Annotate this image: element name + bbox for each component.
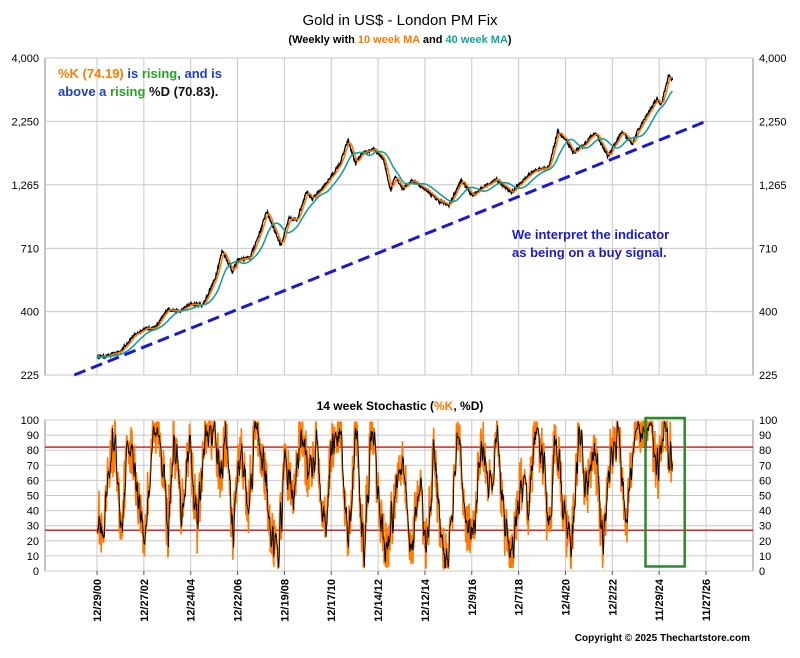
x-tick-label: 12/29/00 bbox=[92, 579, 104, 622]
copyright: Copyright © 2025 Thechartstore.com bbox=[575, 633, 750, 644]
annotation-segment: is bbox=[124, 66, 142, 81]
price-y-tick-right: 4,000 bbox=[759, 53, 787, 65]
price-y-tick-left: 400 bbox=[21, 307, 39, 319]
stoch-y-tick-left: 90 bbox=[27, 430, 39, 442]
x-tick-label: 11/29/24 bbox=[654, 578, 666, 621]
annotation-signal-line1: We interpret the indicator bbox=[512, 227, 669, 242]
stoch-y-tick-right: 0 bbox=[759, 566, 765, 578]
annotation-status-line1: %K (74.19) is rising, and is bbox=[58, 66, 222, 81]
stoch-y-tick-right: 50 bbox=[759, 491, 771, 503]
stoch-y-tick-right: 80 bbox=[759, 445, 771, 457]
x-tick-label: 12/12/14 bbox=[420, 578, 432, 622]
x-tick-label: 12/4/20 bbox=[560, 579, 572, 616]
stoch-y-tick-right: 100 bbox=[759, 415, 777, 427]
price-y-tick-left: 1,265 bbox=[11, 180, 39, 192]
stoch-y-tick-right: 60 bbox=[759, 475, 771, 487]
x-tick-label: 12/17/10 bbox=[326, 579, 338, 622]
subtitle-prefix: (Weekly with bbox=[288, 34, 357, 46]
stoch-y-tick-right: 90 bbox=[759, 430, 771, 442]
stoch-title-prefix: 14 week Stochastic ( bbox=[317, 399, 434, 413]
price-y-tick-right: 710 bbox=[759, 243, 777, 255]
price-y-tick-left: 225 bbox=[21, 370, 39, 382]
stoch-d-line bbox=[96, 421, 673, 569]
annotation-segment: rising bbox=[142, 66, 177, 81]
stoch-title: 14 week Stochastic (%K, %D) bbox=[317, 399, 484, 413]
annotation-segment: above a bbox=[58, 84, 110, 99]
annotation-signal-line2: as being on a buy signal. bbox=[512, 245, 667, 260]
price-y-tick-left: 710 bbox=[21, 243, 39, 255]
stoch-y-tick-left: 0 bbox=[33, 566, 39, 578]
stoch-y-tick-left: 20 bbox=[27, 536, 39, 548]
price-y-tick-right: 225 bbox=[759, 370, 777, 382]
subtitle-ma-short: 10 week MA bbox=[358, 34, 420, 46]
x-tick-label: 12/27/02 bbox=[139, 579, 151, 622]
signal-highlight-box bbox=[644, 416, 686, 568]
price-y-axis: 225 225 400 400 710 710 1,265 1,265 2,250 2,250 4,… bbox=[11, 53, 786, 382]
stoch-y-tick-right: 40 bbox=[759, 506, 771, 518]
stoch-y-tick-left: 10 bbox=[27, 551, 39, 563]
stoch-y-tick-left: 40 bbox=[27, 506, 39, 518]
subtitle-ma-long: 40 week MA bbox=[446, 34, 508, 46]
x-tick-label: 12/19/08 bbox=[279, 579, 291, 622]
stoch-y-tick-left: 60 bbox=[27, 475, 39, 487]
x-tick-label: 12/22/06 bbox=[233, 579, 245, 622]
annotation-status-line2: above a rising %D (70.83). bbox=[58, 84, 218, 99]
annotation-segment: %D (70.83). bbox=[145, 84, 218, 99]
x-tick-label: 12/2/22 bbox=[607, 579, 619, 616]
stoch-y-tick-left: 80 bbox=[27, 445, 39, 457]
stoch-y-axis: 0 0 10 10 20 20 30 30 40 40 50 50 60 60 70 70 80 80 90 90 10… bbox=[21, 415, 778, 578]
x-tick-label: 12/7/18 bbox=[514, 579, 526, 616]
price-y-tick-right: 400 bbox=[759, 307, 777, 319]
x-tick-label: 12/24/04 bbox=[186, 578, 198, 622]
stoch-y-tick-left: 30 bbox=[27, 521, 39, 533]
price-y-tick-left: 2,250 bbox=[11, 116, 39, 128]
stoch-y-tick-right: 20 bbox=[759, 536, 771, 548]
stoch-y-tick-right: 70 bbox=[759, 460, 771, 472]
chart-title: Gold in US$ - London PM Fix bbox=[302, 12, 498, 29]
annotation-segment: , and is bbox=[177, 66, 222, 81]
stoch-title-k: %K bbox=[434, 399, 454, 413]
stoch-title-comma: , bbox=[453, 399, 460, 413]
stoch-title-suffix: ) bbox=[479, 399, 483, 413]
stoch-series-group bbox=[45, 416, 753, 572]
x-tick-label: 12/14/12 bbox=[373, 579, 385, 622]
stoch-y-tick-right: 30 bbox=[759, 521, 771, 533]
stoch-title-d: %D bbox=[460, 399, 480, 413]
stoch-y-tick-right: 10 bbox=[759, 551, 771, 563]
price-grid bbox=[45, 57, 753, 376]
subtitle-middle: and bbox=[420, 34, 446, 46]
annotation-segment: %K (74.19) bbox=[58, 66, 124, 81]
price-y-tick-right: 2,250 bbox=[759, 116, 787, 128]
chart-subtitle: (Weekly with 10 week MA and 40 week MA) bbox=[288, 34, 512, 46]
subtitle-suffix: ) bbox=[508, 34, 512, 46]
x-axis: 12/29/00 12/27/02 12/24/04 12/22/06 12/19/08… bbox=[92, 571, 713, 622]
stoch-y-tick-left: 50 bbox=[27, 491, 39, 503]
x-tick-label: 11/27/26 bbox=[701, 579, 713, 621]
trendline bbox=[73, 119, 707, 377]
ma-10-week-line bbox=[96, 76, 673, 359]
annotation-segment: rising bbox=[110, 84, 145, 99]
price-series-group bbox=[73, 74, 707, 377]
stoch-y-tick-left: 70 bbox=[27, 460, 39, 472]
price-y-tick-left: 4,000 bbox=[11, 53, 39, 65]
ma-40-week-line bbox=[96, 90, 674, 359]
price-panel bbox=[44, 57, 754, 376]
price-y-tick-right: 1,265 bbox=[759, 180, 787, 192]
stoch-y-tick-left: 100 bbox=[21, 415, 39, 427]
x-tick-label: 12/9/16 bbox=[467, 579, 479, 616]
